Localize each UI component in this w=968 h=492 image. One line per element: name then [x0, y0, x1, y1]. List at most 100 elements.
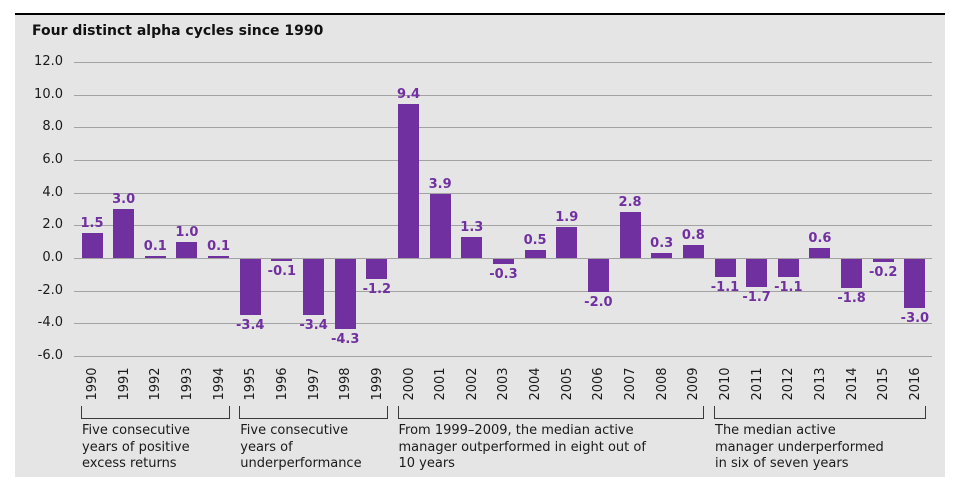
gridline	[74, 290, 932, 292]
bar-value-label-1995: -3.4	[236, 317, 265, 333]
x-axis-year-label-2014: 2014	[844, 367, 860, 401]
y-axis-tick-label: -6.0	[37, 348, 63, 364]
bar-value-label-1993: 1.0	[175, 224, 199, 240]
group-bracket-1	[81, 406, 230, 419]
x-axis-year-label-2010: 2010	[718, 367, 733, 401]
x-axis-year-label-2004: 2004	[528, 367, 544, 401]
gridline	[74, 192, 932, 194]
x-axis-year-label-2002: 2002	[464, 367, 480, 401]
bar-2014	[841, 259, 863, 289]
group-bracket-2	[239, 406, 388, 419]
gridline	[74, 159, 932, 161]
bar-1994	[208, 256, 230, 258]
x-axis-year-label-1993: 1993	[179, 367, 195, 401]
x-axis-year-label-2003: 2003	[496, 367, 512, 401]
x-axis-year-label-1995: 1995	[243, 367, 259, 401]
bar-2015	[872, 259, 894, 263]
bar-value-label-2015: -0.2	[869, 265, 898, 281]
bar-2005	[556, 226, 578, 258]
bar-1990	[81, 233, 103, 258]
bar-value-label-1994: 0.1	[207, 239, 231, 255]
x-axis-year-label-1997: 1997	[306, 367, 322, 401]
bar-value-label-1996: -0.1	[267, 263, 297, 279]
bar-2001	[429, 194, 451, 258]
gridline	[74, 127, 932, 129]
bar-2013	[809, 248, 831, 258]
annotation-line: manager underperformed	[715, 439, 884, 455]
gridline	[74, 225, 932, 227]
x-axis-year-label-2006: 2006	[591, 367, 607, 401]
y-axis-tick-label: -4.0	[37, 315, 63, 331]
bar-2009	[682, 244, 704, 258]
y-axis-tick-label: 4.0	[42, 184, 63, 200]
gridline	[74, 94, 932, 96]
group-annotation-4: The median active manager underperformed i…	[715, 423, 884, 473]
x-axis-year-label-2007: 2007	[623, 367, 639, 401]
x-axis-year-label-2013: 2013	[812, 367, 828, 401]
gridline	[74, 356, 932, 358]
gridline	[74, 61, 932, 63]
x-axis-year-label-1999: 1999	[369, 367, 385, 401]
annotation-line: excess returns	[82, 456, 177, 471]
bar-value-label-2007: 2.8	[618, 195, 642, 211]
bar-value-label-2001: 3.9	[428, 177, 452, 193]
y-axis-tick-label: -2.0	[37, 282, 63, 298]
chart-panel: Four distinct alpha cycles since 1990 12…	[15, 13, 945, 477]
annotation-line: Five consecutive	[82, 423, 190, 438]
bar-1993	[176, 241, 198, 258]
bar-1996	[271, 259, 293, 261]
bar-value-label-1990: 1.5	[80, 216, 104, 232]
bar-value-label-2012: -1.1	[774, 279, 803, 295]
bar-2002	[461, 236, 483, 258]
bar-value-label-1991: 3.0	[112, 191, 136, 207]
annotation-line: Five consecutive	[240, 423, 349, 438]
bar-2008	[651, 253, 673, 258]
bar-1995	[239, 259, 261, 315]
group-annotation-1: Five consecutive years of positive excess …	[82, 423, 190, 473]
bar-2000	[398, 104, 419, 258]
group-bracket-4	[714, 406, 926, 419]
x-axis-year-label-2016: 2016	[907, 367, 923, 401]
bar-2007	[619, 212, 641, 258]
group-bracket-3	[397, 406, 705, 419]
annotation-line: 10 years	[398, 456, 455, 471]
y-axis-tick-label: 6.0	[42, 151, 63, 167]
annotation-line: From 1999–2009, the median active	[398, 423, 634, 438]
bar-2006	[587, 259, 609, 292]
x-axis-year-label-1996: 1996	[274, 367, 290, 401]
bar-value-label-2000: 9.4	[396, 87, 421, 103]
annotation-line: in six of seven years	[715, 456, 849, 471]
chart-title: Four distinct alpha cycles since 1990	[32, 23, 324, 39]
bar-1992	[144, 256, 166, 258]
gridline	[74, 258, 932, 259]
x-axis-year-label-2005: 2005	[559, 367, 575, 401]
bar-1991	[113, 208, 135, 258]
x-axis-year-label-2015: 2015	[876, 367, 892, 401]
bar-value-label-1997: -3.4	[299, 317, 328, 333]
bar-2012	[777, 259, 799, 277]
annotation-line: manager outperformed in eight out of	[398, 439, 646, 455]
x-axis-year-label-2008: 2008	[654, 367, 670, 401]
x-axis-year-label-1991: 1991	[116, 367, 132, 401]
gridline	[74, 323, 932, 325]
x-axis-year-label-2011: 2011	[749, 367, 765, 401]
bar-value-label-2003: -0.3	[489, 266, 518, 282]
bar-value-label-2009: 0.8	[681, 227, 705, 243]
bar-value-label-2014: -1.8	[837, 291, 866, 307]
bar-value-label-2013: 0.6	[808, 231, 832, 247]
bar-value-label-2005: 1.9	[555, 209, 579, 225]
bar-1999	[366, 259, 388, 279]
x-axis-year-label-1998: 1998	[338, 367, 354, 401]
x-axis-year-label-2000: 2000	[401, 367, 417, 401]
y-axis-tick-label: 10.0	[34, 86, 63, 102]
bar-value-label-1992: 0.1	[143, 239, 167, 255]
bar-value-label-2008: 0.3	[650, 236, 674, 252]
bar-value-label-1999: -1.2	[362, 281, 392, 297]
x-axis-year-label-2001: 2001	[433, 367, 449, 401]
bar-value-label-2002: 1.3	[460, 219, 484, 235]
annotation-line: The median active	[715, 423, 836, 438]
bar-chart: 12.0 10.0 8.0 6.0 4.0 2.0 0.0 -2.0 -4.0 -6.0 1.5 19…	[15, 15, 945, 477]
bar-value-label-1998: -4.3	[330, 332, 360, 348]
annotation-line: years of positive	[82, 439, 190, 455]
